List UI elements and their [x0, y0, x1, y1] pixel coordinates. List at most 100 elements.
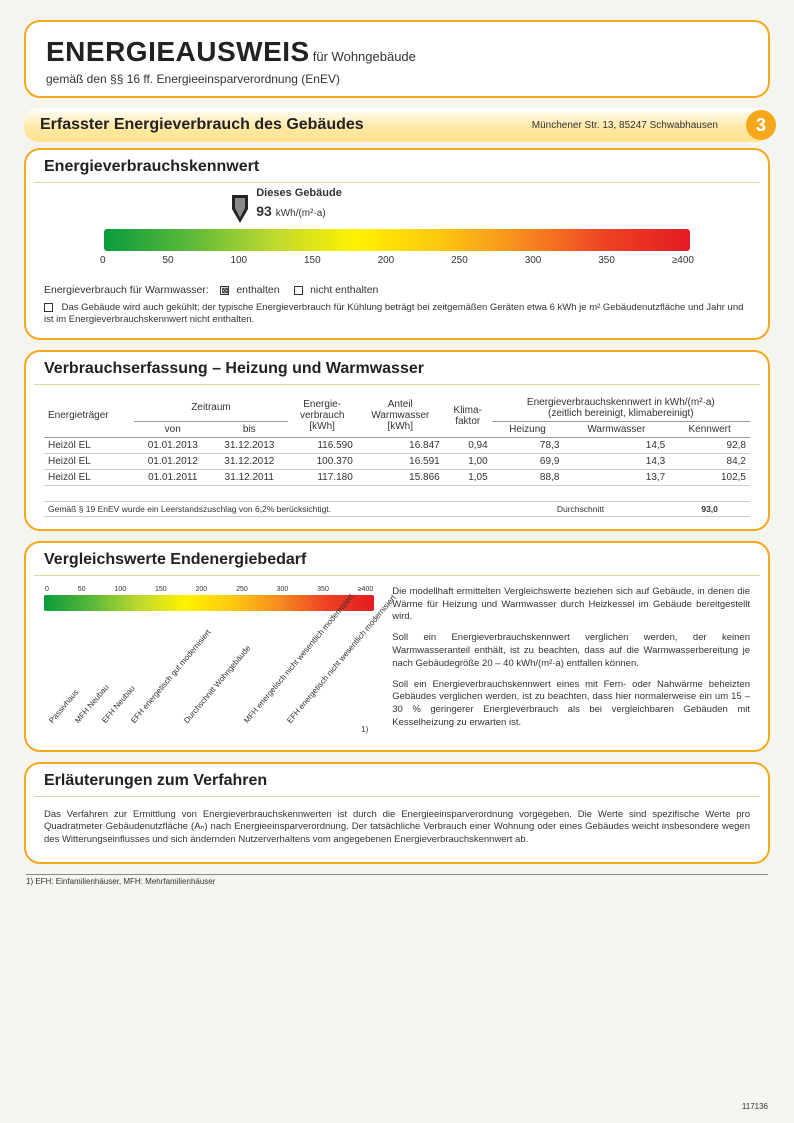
scale-tick: 350: [598, 255, 615, 266]
cell-traeger: Heizöl EL: [44, 469, 134, 485]
building-address: Münchener Str. 13, 85247 Schwabhausen: [532, 120, 718, 131]
pointer-label: Dieses Gebäude: [256, 187, 342, 199]
checkbox-cooling-icon: [44, 303, 53, 312]
cell-verb: 116.590: [288, 437, 357, 453]
th-klima: Klima- faktor: [444, 395, 492, 438]
th-bis: bis: [211, 421, 288, 437]
header-box: ENERGIEAUSWEIS für Wohngebäude gemäß den…: [24, 20, 770, 98]
cell-ww: 15.866: [357, 469, 444, 485]
compare-p3: Soll ein Energieverbrauchskennwert eines…: [392, 679, 750, 730]
th-warmwasser: Warmwasser: [563, 421, 669, 437]
ww-label: Energieverbrauch für Warmwasser:: [44, 284, 209, 296]
ww-opt-contained: enthalten: [236, 284, 279, 296]
scale-tick: 100: [230, 255, 247, 266]
erl-box: Erläuterungen zum Verfahren Das Verfahre…: [24, 762, 770, 864]
page-number-badge: 3: [746, 110, 776, 140]
mini-tick: 200: [196, 586, 208, 593]
cell-hz: 88,8: [492, 469, 564, 485]
cell-verb: 117.180: [288, 469, 357, 485]
pointer-value-num: 93: [256, 203, 272, 219]
avg-label: Durchschnitt: [492, 501, 670, 516]
compare-p1: Die modellhaft ermittelten Vergleichswer…: [392, 586, 750, 624]
cell-bis: 31.12.2011: [211, 469, 288, 485]
cell-wwkw: 14,3: [563, 453, 669, 469]
erfassung-title: Verbrauchserfassung – Heizung und Warmwa…: [34, 360, 760, 385]
th-kwgroup: Energieverbrauchskennwert in kWh/(m²·a) …: [492, 395, 750, 422]
mini-tick: 0: [45, 586, 49, 593]
scale-tick: 200: [378, 255, 395, 266]
cell-von: 01.01.2011: [134, 469, 211, 485]
compare-p2: Soll ein Energieverbrauchskennwert vergl…: [392, 632, 750, 670]
compare-labels: PassivhausMFH NeubauEFH NeubauEFH energe…: [44, 615, 374, 725]
kennwert-title: Energieverbrauchskennwert: [34, 158, 760, 183]
checkbox-notcontained-icon: [294, 286, 303, 295]
th-von: von: [134, 421, 211, 437]
cell-von: 01.01.2012: [134, 453, 211, 469]
cell-ww: 16.591: [357, 453, 444, 469]
section-title: Erfasster Energieverbrauch des Gebäudes: [40, 116, 364, 134]
cell-kw: 84,2: [669, 453, 750, 469]
section-title-bar: Erfasster Energieverbrauch des Gebäudes …: [24, 108, 770, 142]
cell-kf: 0,94: [444, 437, 492, 453]
cell-kf: 1,00: [444, 453, 492, 469]
consumption-table: Energieträger Zeitraum Energie- verbrauc…: [44, 395, 750, 517]
cooling-note: Das Gebäude wird auch gekühlt; der typis…: [44, 302, 750, 326]
kennwert-box: Energieverbrauchskennwert Dieses Gebäude…: [24, 148, 770, 340]
scale-gradient-bar: [104, 229, 690, 251]
table-row: Heizöl EL01.01.201131.12.2011117.18015.8…: [44, 469, 750, 485]
cooling-note-text: Das Gebäude wird auch gekühlt; der typis…: [44, 302, 743, 325]
ww-opt-not: nicht enthalten: [310, 284, 378, 296]
cell-ww: 16.847: [357, 437, 444, 453]
mini-tick: 300: [277, 586, 289, 593]
scale-tick: 50: [162, 255, 173, 266]
th-traeger: Energieträger: [44, 395, 134, 438]
table-row: Heizöl EL01.01.201231.12.2012100.37016.5…: [44, 453, 750, 469]
doc-number: 117136: [742, 1102, 768, 1111]
th-heizung: Heizung: [492, 421, 564, 437]
mini-tick: ≥400: [358, 586, 374, 593]
cell-bis: 31.12.2012: [211, 453, 288, 469]
cell-hz: 78,3: [492, 437, 564, 453]
compare-text: Die modellhaft ermittelten Vergleichswer…: [392, 586, 750, 738]
cell-bis: 31.12.2013: [211, 437, 288, 453]
erfassung-box: Verbrauchserfassung – Heizung und Warmwa…: [24, 350, 770, 531]
avg-value: 93,0: [669, 501, 750, 516]
table-row: Heizöl EL01.01.201331.12.2013116.59016.8…: [44, 437, 750, 453]
scale-tick: 150: [304, 255, 321, 266]
th-ww: Anteil Warmwasser [kWh]: [357, 395, 444, 438]
footer-note: 1) EFH: Einfamilienhäuser, MFH: Mehrfami…: [26, 874, 768, 886]
cell-traeger: Heizöl EL: [44, 453, 134, 469]
cell-wwkw: 13,7: [563, 469, 669, 485]
leerstand-note: Gemäß § 19 EnEV wurde ein Leerstandszusc…: [44, 501, 492, 516]
vergleich-box: Vergleichswerte Endenergiebedarf 0501001…: [24, 541, 770, 752]
scale-ticks: 050100150200250300350≥400: [100, 255, 694, 266]
cell-kf: 1,05: [444, 469, 492, 485]
compare-chart: 0 50 100 150 200 250 300 350 ≥400 PassivhausMFH …: [44, 586, 374, 738]
th-zeitraum: Zeitraum: [134, 395, 287, 422]
cell-kw: 92,8: [669, 437, 750, 453]
cell-wwkw: 14,5: [563, 437, 669, 453]
main-title: ENERGIEAUSWEIS: [46, 36, 310, 67]
erl-body: Das Verfahren zur Ermittlung von Energie…: [44, 807, 750, 850]
energy-scale: Dieses Gebäude 93 kWh/(m²·a) 05010015020…: [44, 193, 750, 274]
erl-title: Erläuterungen zum Verfahren: [34, 772, 760, 797]
checkbox-contained-icon: ⊠: [220, 286, 229, 295]
scale-tick: ≥400: [672, 255, 694, 266]
pointer-arrow: Dieses Gebäude 93 kWh/(m²·a): [228, 195, 252, 225]
cell-hz: 69,9: [492, 453, 564, 469]
compare-footref: 1): [44, 725, 374, 734]
mini-tick: 350: [317, 586, 329, 593]
mini-tick: 100: [114, 586, 126, 593]
pointer-value-unit: kWh/(m²·a): [276, 208, 326, 219]
th-kennwert: Kennwert: [669, 421, 750, 437]
cell-verb: 100.370: [288, 453, 357, 469]
header-suffix: für Wohngebäude: [313, 49, 416, 64]
mini-scale-bar: [44, 595, 374, 611]
mini-tick: 50: [78, 586, 86, 593]
scale-tick: 250: [451, 255, 468, 266]
header-subline: gemäß den §§ 16 ff. Energieeinsparverord…: [46, 72, 748, 86]
mini-tick: 250: [236, 586, 248, 593]
warmwater-row: Energieverbrauch für Warmwasser: ⊠ entha…: [44, 284, 750, 296]
pointer-value: 93 kWh/(m²·a): [256, 203, 325, 219]
mini-tick: 150: [155, 586, 167, 593]
